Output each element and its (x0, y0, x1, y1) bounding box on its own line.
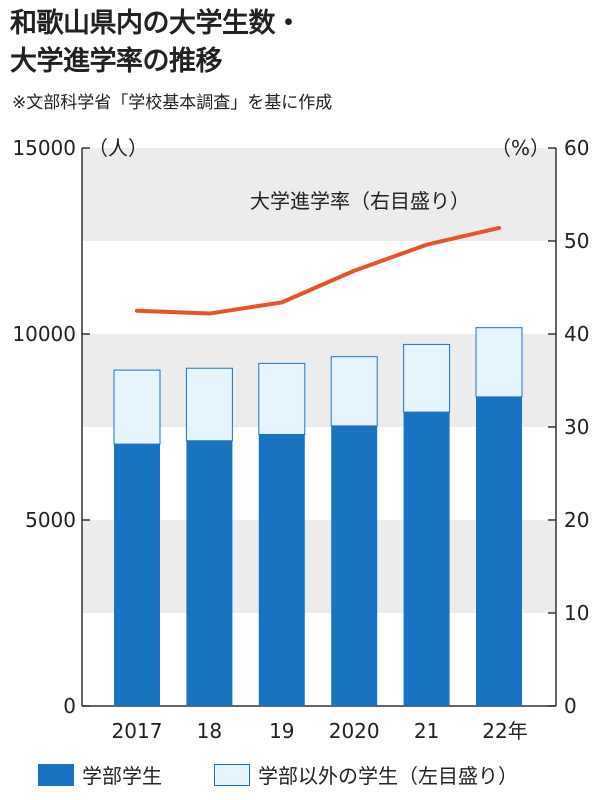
bar-undergrad-students (331, 425, 378, 706)
bar-other-students (475, 327, 523, 398)
right-axis-unit: （%） (491, 136, 550, 160)
bar-undergrad-students (186, 440, 233, 706)
legend-label-other: 学部以外の学生（左目盛り） (258, 764, 518, 788)
x-tick-label: 18 (197, 719, 222, 743)
legend-swatch-undergrad (38, 763, 74, 786)
right-tick-label: 30 (564, 415, 589, 439)
bar-undergrad-students (114, 444, 160, 706)
right-tick-label: 10 (564, 601, 589, 625)
line-series-label: 大学進学率（右目盛り） (250, 189, 470, 213)
legend-label-undergrad: 学部学生 (82, 764, 162, 788)
right-tick-label: 50 (564, 229, 589, 253)
right-tick-label: 60 (564, 136, 589, 160)
chart-area: 0 5000 10000 15000 0 10 20 30 40 50 60 （人） （%） 2017 18… (12, 136, 589, 743)
chart-title-line2: 大学進学率の推移 (10, 46, 223, 77)
bar-other-students (330, 356, 378, 427)
x-tick-label: 22年 (482, 719, 527, 743)
legend-item-undergrad: 学部学生 (38, 760, 162, 789)
x-tick-label: 21 (414, 719, 439, 743)
x-tick-label: 2017 (112, 719, 163, 743)
left-tick-label: 15000 (12, 136, 76, 160)
x-tick-label: 19 (269, 719, 294, 743)
bar-undergrad-students (403, 412, 450, 706)
legend-swatch-other (214, 763, 250, 786)
right-tick-label: 40 (564, 322, 589, 346)
bar-other-students (185, 367, 233, 442)
grid-band (82, 148, 556, 241)
left-tick-label: 0 (63, 694, 76, 718)
left-tick-label: 10000 (12, 322, 76, 346)
left-tick-label: 5000 (25, 508, 76, 532)
x-tick-label: 2020 (329, 719, 380, 743)
bar-other-students (258, 362, 306, 435)
bar-other-students (113, 369, 161, 445)
bar-other-students (403, 343, 451, 413)
right-tick-label: 0 (564, 694, 577, 718)
left-axis-unit: （人） (88, 136, 148, 160)
legend-item-other: 学部以外の学生（左目盛り） (214, 760, 518, 789)
bar-undergrad-students (258, 434, 305, 706)
right-tick-label: 20 (564, 508, 589, 532)
bar-undergrad-students (476, 396, 522, 706)
chart-title-line1: 和歌山県内の大学生数・ (10, 8, 302, 39)
line-enrollment-rate (135, 225, 501, 316)
source-note: ※文部科学省「学校基本調査」を基に作成 (12, 93, 333, 113)
